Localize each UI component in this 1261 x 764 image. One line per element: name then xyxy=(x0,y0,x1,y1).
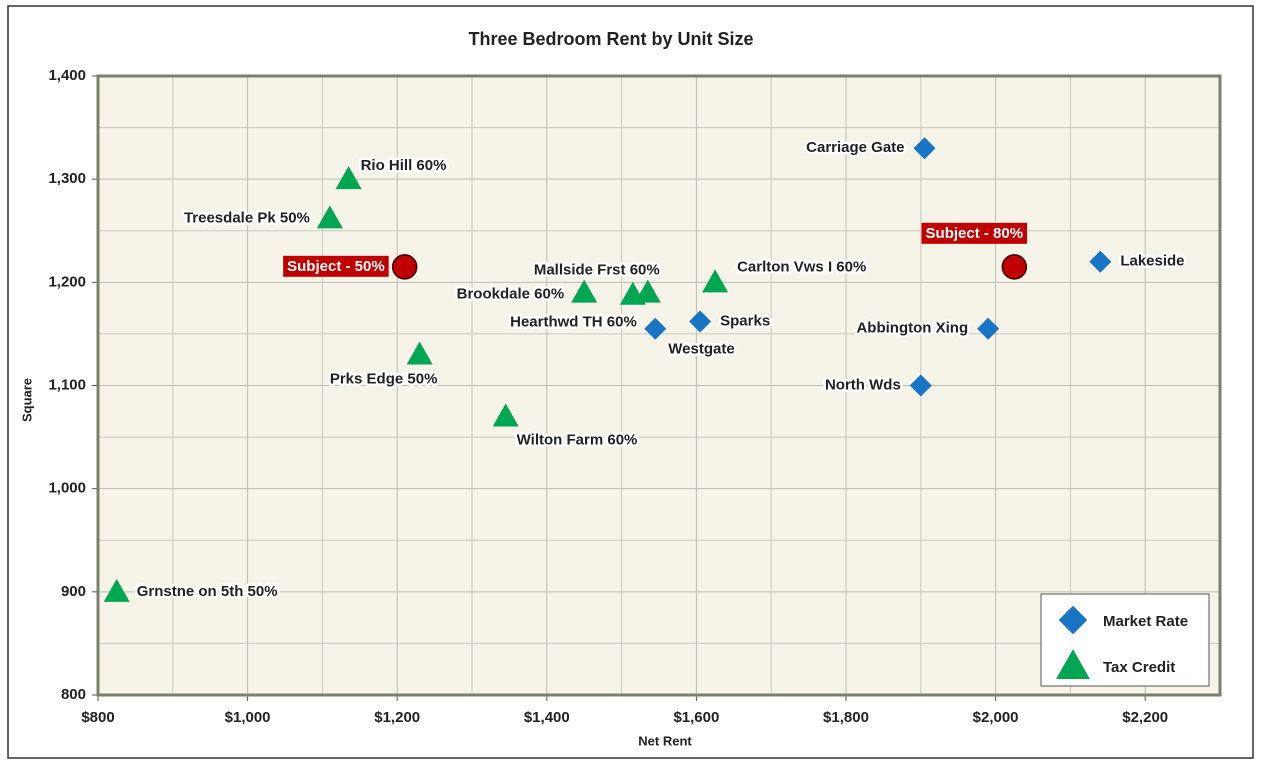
point-label: Carlton Vws I 60% xyxy=(737,258,866,275)
point-label: Carriage Gate xyxy=(806,139,904,156)
point xyxy=(702,269,729,293)
legend-label: Market Rate xyxy=(1103,613,1188,630)
y-tick-label: 800 xyxy=(61,686,86,703)
x-tick-label: $2,200 xyxy=(1122,709,1168,726)
point-label: Lakeside xyxy=(1120,253,1184,270)
subject-label: Subject - 80% xyxy=(926,225,1024,242)
point xyxy=(571,279,598,303)
y-tick-label: 1,400 xyxy=(48,67,86,84)
y-tick-label: 1,000 xyxy=(48,480,86,497)
point-label: Hearthwd TH 60% xyxy=(510,314,637,331)
point xyxy=(977,317,1000,340)
point xyxy=(909,374,932,397)
point xyxy=(1001,254,1028,280)
chart-title: Three Bedroom Rent by Unit Size xyxy=(468,29,753,49)
point-label: Grnstne on 5th 50% xyxy=(137,583,278,600)
x-tick-label: $1,200 xyxy=(374,709,420,726)
legend-label: Tax Credit xyxy=(1103,659,1175,676)
point xyxy=(335,166,362,190)
x-tick-label: $1,000 xyxy=(225,709,271,726)
y-tick-label: 900 xyxy=(61,583,86,600)
point xyxy=(619,281,646,305)
point xyxy=(492,403,519,427)
point-label: Prks Edge 50% xyxy=(330,371,438,388)
y-axis-label: Square xyxy=(19,378,34,422)
point xyxy=(913,137,936,160)
point-label: North Wds xyxy=(825,376,901,393)
point xyxy=(103,578,130,602)
plot-border xyxy=(96,74,1222,697)
point xyxy=(644,317,667,340)
y-tick-label: 1,200 xyxy=(48,273,86,290)
y-tick-label: 1,100 xyxy=(48,376,86,393)
x-tick-label: $1,800 xyxy=(823,709,869,726)
point-label: Brookdale 60% xyxy=(457,286,565,303)
legend-marker xyxy=(1058,605,1088,635)
point-label: Abbington Xing xyxy=(856,320,968,337)
subject-label-box xyxy=(283,255,389,277)
subject-label-box xyxy=(921,222,1028,244)
point xyxy=(689,310,712,333)
point xyxy=(391,254,418,280)
point xyxy=(316,205,343,229)
point xyxy=(1089,250,1112,273)
legend-marker xyxy=(1056,649,1090,679)
point-label: Mallside Frst 60% xyxy=(534,262,660,279)
x-tick-label: $1,600 xyxy=(673,709,719,726)
x-axis-label: Net Rent xyxy=(638,733,692,748)
x-tick-label: $800 xyxy=(81,709,114,726)
x-tick-label: $1,400 xyxy=(524,709,570,726)
point-label: Sparks xyxy=(720,313,770,330)
x-tick-label: $2,000 xyxy=(973,709,1019,726)
subject-label: Subject - 50% xyxy=(287,258,385,275)
point-label: Wilton Farm 60% xyxy=(517,431,638,448)
point-label: Westgate xyxy=(668,341,734,358)
point-label: Treesdale Pk 50% xyxy=(184,209,310,226)
point-label: Rio Hill 60% xyxy=(361,157,447,174)
point xyxy=(406,341,433,365)
y-tick-label: 1,300 xyxy=(48,170,86,187)
